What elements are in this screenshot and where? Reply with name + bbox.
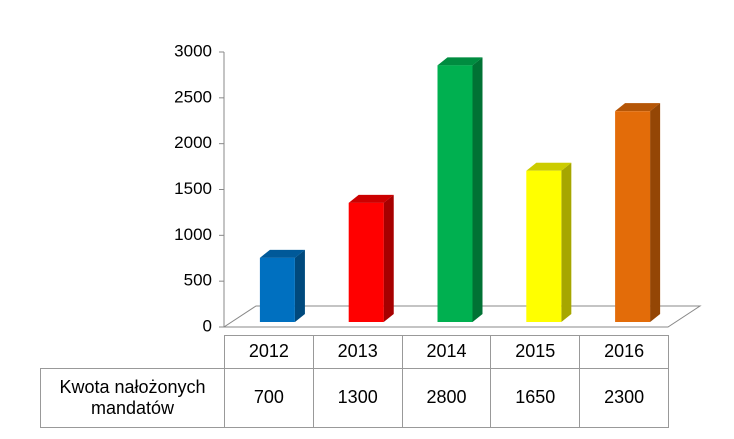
bar-top [526,162,572,171]
category-cell: 2015 [490,335,581,369]
bar-top-shade [259,249,305,258]
bar [348,202,384,322]
bar-side [472,57,483,322]
bar-side [650,103,661,323]
value-cell: 2300 [579,367,669,428]
bar-side-shade [561,162,572,322]
value-cell: 1300 [312,367,403,428]
y-tick-label: 500 [184,271,212,290]
bar [437,65,473,322]
bar [615,111,651,323]
category-cell: 2013 [312,335,403,369]
bar [526,170,562,322]
data-table: 2012 2013 2014 2015 2016 Kwota nałożonych ma… [40,335,669,428]
category-cell: 2016 [579,335,669,369]
bar-top-shade [526,162,572,171]
bar-side-shade [472,57,483,322]
category-cell: 2012 [224,335,314,369]
bar-side [383,194,394,322]
bar-top [437,57,483,66]
chart: 0 500 1000 1500 2000 2500 3000 [174,41,702,335]
bar-top-shade [348,194,394,203]
category-cell: 2014 [401,335,492,369]
value-cell: 2800 [401,367,492,428]
y-tick-label: 1000 [174,225,212,244]
y-tick-label: 2000 [174,133,212,152]
bar-top [348,194,394,203]
bar [259,257,295,322]
y-tick-label: 1500 [174,179,212,198]
bar-top [259,249,305,258]
y-tick-label: 0 [203,316,212,335]
y-tick-label: 2500 [174,87,212,106]
bar-side-shade [383,194,394,322]
bar-top-shade [615,103,661,112]
bar-side [294,249,305,322]
bar-top [615,103,661,112]
bar-top-shade [437,57,483,66]
bar-side [561,162,572,322]
value-cell: 1650 [490,367,581,428]
blank-cell [41,336,225,369]
bar-side-shade [650,103,661,323]
bar-side-shade [294,249,305,322]
series-name: Kwota nałożonych mandatów [40,367,225,428]
y-tick-label: 3000 [174,41,212,60]
value-cell: 700 [224,367,314,428]
